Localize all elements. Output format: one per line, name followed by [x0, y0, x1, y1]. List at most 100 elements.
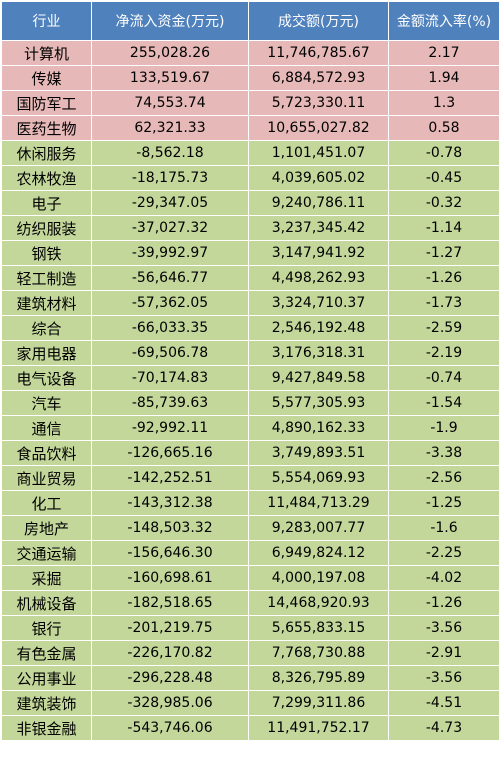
cell-inflow-rate: -0.32 [388, 190, 500, 216]
table-row: 机械设备 -182,518.65 14,468,920.93 -1.26 [1, 590, 500, 616]
table-row: 汽车 -85,739.63 5,577,305.93 -1.54 [1, 390, 500, 416]
header-net-inflow: 净流入资金(万元) [91, 1, 249, 41]
cell-turnover: 4,498,262.93 [248, 265, 389, 291]
cell-turnover: 9,240,786.11 [248, 190, 389, 216]
cell-industry: 钢铁 [1, 240, 92, 266]
header-inflow-rate: 金额流入率(%) [388, 1, 500, 41]
cell-net-inflow: -66,033.35 [91, 315, 249, 341]
cell-inflow-rate: -4.51 [388, 690, 500, 716]
cell-turnover: 3,237,345.42 [248, 215, 389, 241]
table-row: 钢铁 -39,992.97 3,147,941.92 -1.27 [1, 240, 500, 266]
cell-net-inflow: -142,252.51 [91, 465, 249, 491]
cell-turnover: 1,101,451.07 [248, 140, 389, 166]
cell-inflow-rate: -3.56 [388, 615, 500, 641]
cell-industry: 电子 [1, 190, 92, 216]
table-row: 纺织服装 -37,027.32 3,237,345.42 -1.14 [1, 215, 500, 241]
cell-inflow-rate: -2.91 [388, 640, 500, 666]
cell-inflow-rate: -1.9 [388, 415, 500, 441]
cell-industry: 化工 [1, 490, 92, 516]
table-row: 家用电器 -69,506.78 3,176,318.31 -2.19 [1, 340, 500, 366]
cell-inflow-rate: -2.19 [388, 340, 500, 366]
cell-turnover: 3,324,710.37 [248, 290, 389, 316]
cell-turnover: 3,147,941.92 [248, 240, 389, 266]
cell-turnover: 3,749,893.51 [248, 440, 389, 466]
cell-inflow-rate: -2.59 [388, 315, 500, 341]
cell-inflow-rate: -4.73 [388, 715, 500, 741]
cell-turnover: 5,577,305.93 [248, 390, 389, 416]
cell-net-inflow: -543,746.06 [91, 715, 249, 741]
cell-industry: 建筑装饰 [1, 690, 92, 716]
cell-net-inflow: -296,228.48 [91, 665, 249, 691]
cell-industry: 休闲服务 [1, 140, 92, 166]
table-row: 采掘 -160,698.61 4,000,197.08 -4.02 [1, 565, 500, 591]
cell-industry: 房地产 [1, 515, 92, 541]
cell-net-inflow: -201,219.75 [91, 615, 249, 641]
table-row: 农林牧渔 -18,175.73 4,039,605.02 -0.45 [1, 165, 500, 191]
cell-industry: 机械设备 [1, 590, 92, 616]
cell-turnover: 5,554,069.93 [248, 465, 389, 491]
table-row: 传媒 133,519.67 6,884,572.93 1.94 [1, 65, 500, 91]
cell-inflow-rate: 1.94 [388, 65, 500, 91]
table-row: 电子 -29,347.05 9,240,786.11 -0.32 [1, 190, 500, 216]
cell-industry: 综合 [1, 315, 92, 341]
table-row: 交通运输 -156,646.30 6,949,824.12 -2.25 [1, 540, 500, 566]
cell-inflow-rate: -2.25 [388, 540, 500, 566]
cell-turnover: 6,949,824.12 [248, 540, 389, 566]
table-row: 计算机 255,028.26 11,746,785.67 2.17 [1, 40, 500, 66]
cell-net-inflow: -126,665.16 [91, 440, 249, 466]
cell-net-inflow: -69,506.78 [91, 340, 249, 366]
cell-inflow-rate: -3.56 [388, 665, 500, 691]
cell-net-inflow: -148,503.32 [91, 515, 249, 541]
cell-industry: 电气设备 [1, 365, 92, 391]
cell-inflow-rate: -1.27 [388, 240, 500, 266]
table-row: 医药生物 62,321.33 10,655,027.82 0.58 [1, 115, 500, 141]
cell-inflow-rate: -0.45 [388, 165, 500, 191]
cell-inflow-rate: -1.6 [388, 515, 500, 541]
table-row: 非银金融 -543,746.06 11,491,752.17 -4.73 [1, 715, 500, 741]
cell-turnover: 11,491,752.17 [248, 715, 389, 741]
cell-net-inflow: -18,175.73 [91, 165, 249, 191]
table-row: 轻工制造 -56,646.77 4,498,262.93 -1.26 [1, 265, 500, 291]
cell-industry: 纺织服装 [1, 215, 92, 241]
cell-industry: 交通运输 [1, 540, 92, 566]
cell-industry: 有色金属 [1, 640, 92, 666]
cell-turnover: 7,768,730.88 [248, 640, 389, 666]
cell-net-inflow: -156,646.30 [91, 540, 249, 566]
cell-net-inflow: -39,992.97 [91, 240, 249, 266]
table-row: 食品饮料 -126,665.16 3,749,893.51 -3.38 [1, 440, 500, 466]
cell-industry: 计算机 [1, 40, 92, 66]
cell-turnover: 5,723,330.11 [248, 90, 389, 116]
cell-turnover: 11,484,713.29 [248, 490, 389, 516]
cell-inflow-rate: -0.74 [388, 365, 500, 391]
table-row: 综合 -66,033.35 2,546,192.48 -2.59 [1, 315, 500, 341]
cell-inflow-rate: 2.17 [388, 40, 500, 66]
cell-industry: 传媒 [1, 65, 92, 91]
cell-industry: 建筑材料 [1, 290, 92, 316]
cell-net-inflow: -56,646.77 [91, 265, 249, 291]
cell-net-inflow: 133,519.67 [91, 65, 249, 91]
cell-turnover: 5,655,833.15 [248, 615, 389, 641]
cell-industry: 汽车 [1, 390, 92, 416]
cell-turnover: 3,176,318.31 [248, 340, 389, 366]
table-row: 电气设备 -70,174.83 9,427,849.58 -0.74 [1, 365, 500, 391]
cell-industry: 公用事业 [1, 665, 92, 691]
table-row: 化工 -143,312.38 11,484,713.29 -1.25 [1, 490, 500, 516]
cell-industry: 食品饮料 [1, 440, 92, 466]
cell-inflow-rate: -3.38 [388, 440, 500, 466]
cell-industry: 家用电器 [1, 340, 92, 366]
cell-industry: 医药生物 [1, 115, 92, 141]
cell-turnover: 4,890,162.33 [248, 415, 389, 441]
cell-net-inflow: -29,347.05 [91, 190, 249, 216]
cell-turnover: 2,546,192.48 [248, 315, 389, 341]
cell-turnover: 4,000,197.08 [248, 565, 389, 591]
cell-inflow-rate: 1.3 [388, 90, 500, 116]
cell-industry: 采掘 [1, 565, 92, 591]
cell-inflow-rate: -1.26 [388, 265, 500, 291]
cell-net-inflow: 62,321.33 [91, 115, 249, 141]
table-header-row: 行业 净流入资金(万元) 成交额(万元) 金额流入率(%) [1, 1, 500, 41]
table-body: 计算机 255,028.26 11,746,785.67 2.17 传媒 133,519.… [1, 40, 500, 741]
table-row: 有色金属 -226,170.82 7,768,730.88 -2.91 [1, 640, 500, 666]
table-row: 休闲服务 -8,562.18 1,101,451.07 -0.78 [1, 140, 500, 166]
cell-turnover: 10,655,027.82 [248, 115, 389, 141]
cell-net-inflow: -143,312.38 [91, 490, 249, 516]
